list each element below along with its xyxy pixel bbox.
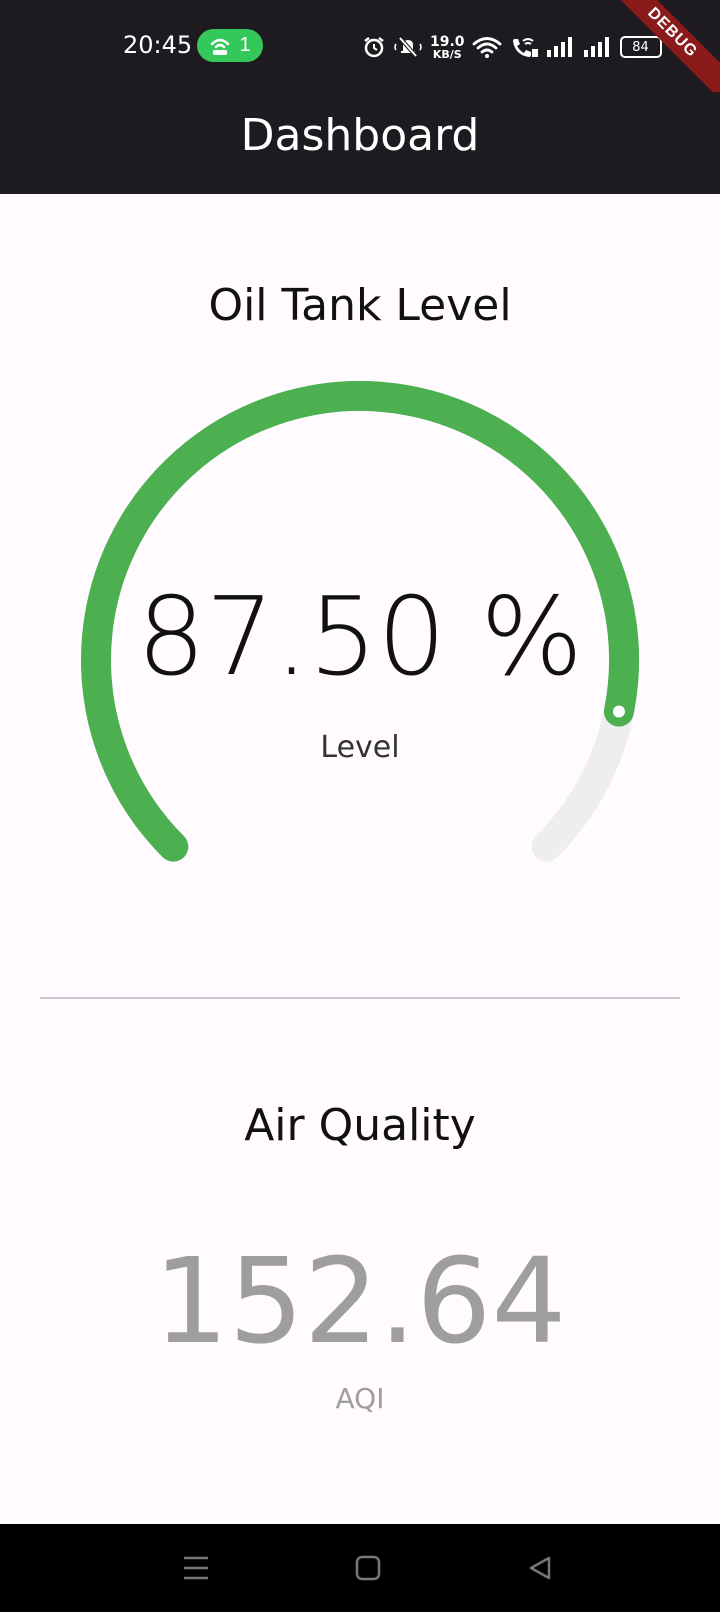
status-icons: 19.0 KB/S 84 [362, 30, 662, 64]
hotspot-badge: 1 [197, 29, 263, 62]
navigation-bar [0, 1524, 720, 1612]
aqi-value: 152.64 [153, 1232, 567, 1370]
home-button[interactable] [344, 1544, 392, 1592]
hotspot-icon [211, 38, 230, 55]
signal-icon [546, 37, 572, 57]
aqi-unit: AQI [335, 1382, 385, 1415]
app-bar: Dashboard [0, 92, 720, 194]
wifi-call-icon [512, 38, 538, 57]
mute-icon [394, 36, 422, 58]
menu-icon [184, 1556, 208, 1580]
back-icon [529, 1556, 551, 1580]
signal-icon [583, 37, 609, 57]
gauge-marker [612, 705, 625, 718]
oil-level-gauge [81, 381, 639, 862]
oil-level-label: Level [320, 730, 400, 765]
home-icon [355, 1555, 381, 1581]
alarm-icon [364, 37, 384, 58]
oil-level-value: 87.50 % [136, 575, 584, 700]
network-speed-value: 19.0 [430, 33, 465, 50]
status-bar: 20:45 1 19.0 KB/S [0, 0, 720, 106]
page-title: Dashboard [240, 110, 480, 161]
back-button[interactable] [516, 1544, 564, 1592]
status-time: 20:45 [123, 31, 193, 59]
section-divider [40, 997, 680, 999]
oil-tank-title: Oil Tank Level [208, 280, 512, 331]
hotspot-count: 1 [239, 34, 251, 56]
air-quality-title: Air Quality [244, 1100, 476, 1151]
wifi-icon [472, 37, 501, 58]
menu-button[interactable] [172, 1544, 220, 1592]
network-speed: 19.0 KB/S [430, 35, 465, 60]
network-speed-unit: KB/S [432, 47, 462, 61]
gauge-fill [81, 381, 639, 862]
battery-indicator: 84 [619, 36, 662, 58]
